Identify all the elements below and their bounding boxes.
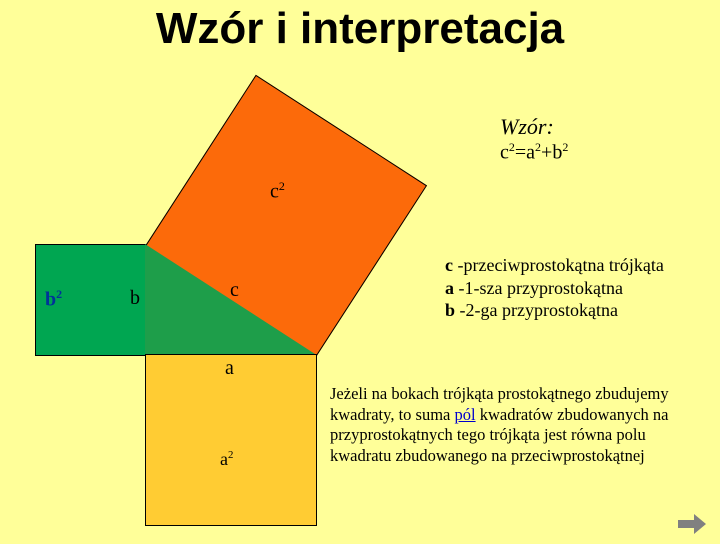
legend-c: c -przeciwprostokątna trójkąta — [445, 254, 664, 277]
b2-label: b2 — [45, 287, 62, 312]
legend: c -przeciwprostokątna trójkąta a -1-sza … — [445, 254, 664, 322]
edge-c-label: c — [230, 279, 239, 302]
next-arrow-icon[interactable] — [678, 514, 706, 534]
pythagoras-diagram: c2 b2 a2 a b c — [0, 4, 450, 544]
edge-a-label: a — [225, 357, 234, 380]
a2-label: a2 — [220, 449, 233, 470]
legend-b: b -2-ga przyprostokątna — [445, 299, 664, 322]
formula-label: Wzór: — [500, 114, 568, 140]
formula-text: c2=a2+b2 — [500, 140, 568, 165]
arrow-shape — [678, 514, 706, 534]
edge-b-label: b — [130, 287, 140, 310]
legend-a: a -1-sza przyprostokątna — [445, 277, 664, 300]
formula-block: Wzór: c2=a2+b2 — [500, 114, 568, 165]
c2-label: c2 — [270, 179, 285, 204]
